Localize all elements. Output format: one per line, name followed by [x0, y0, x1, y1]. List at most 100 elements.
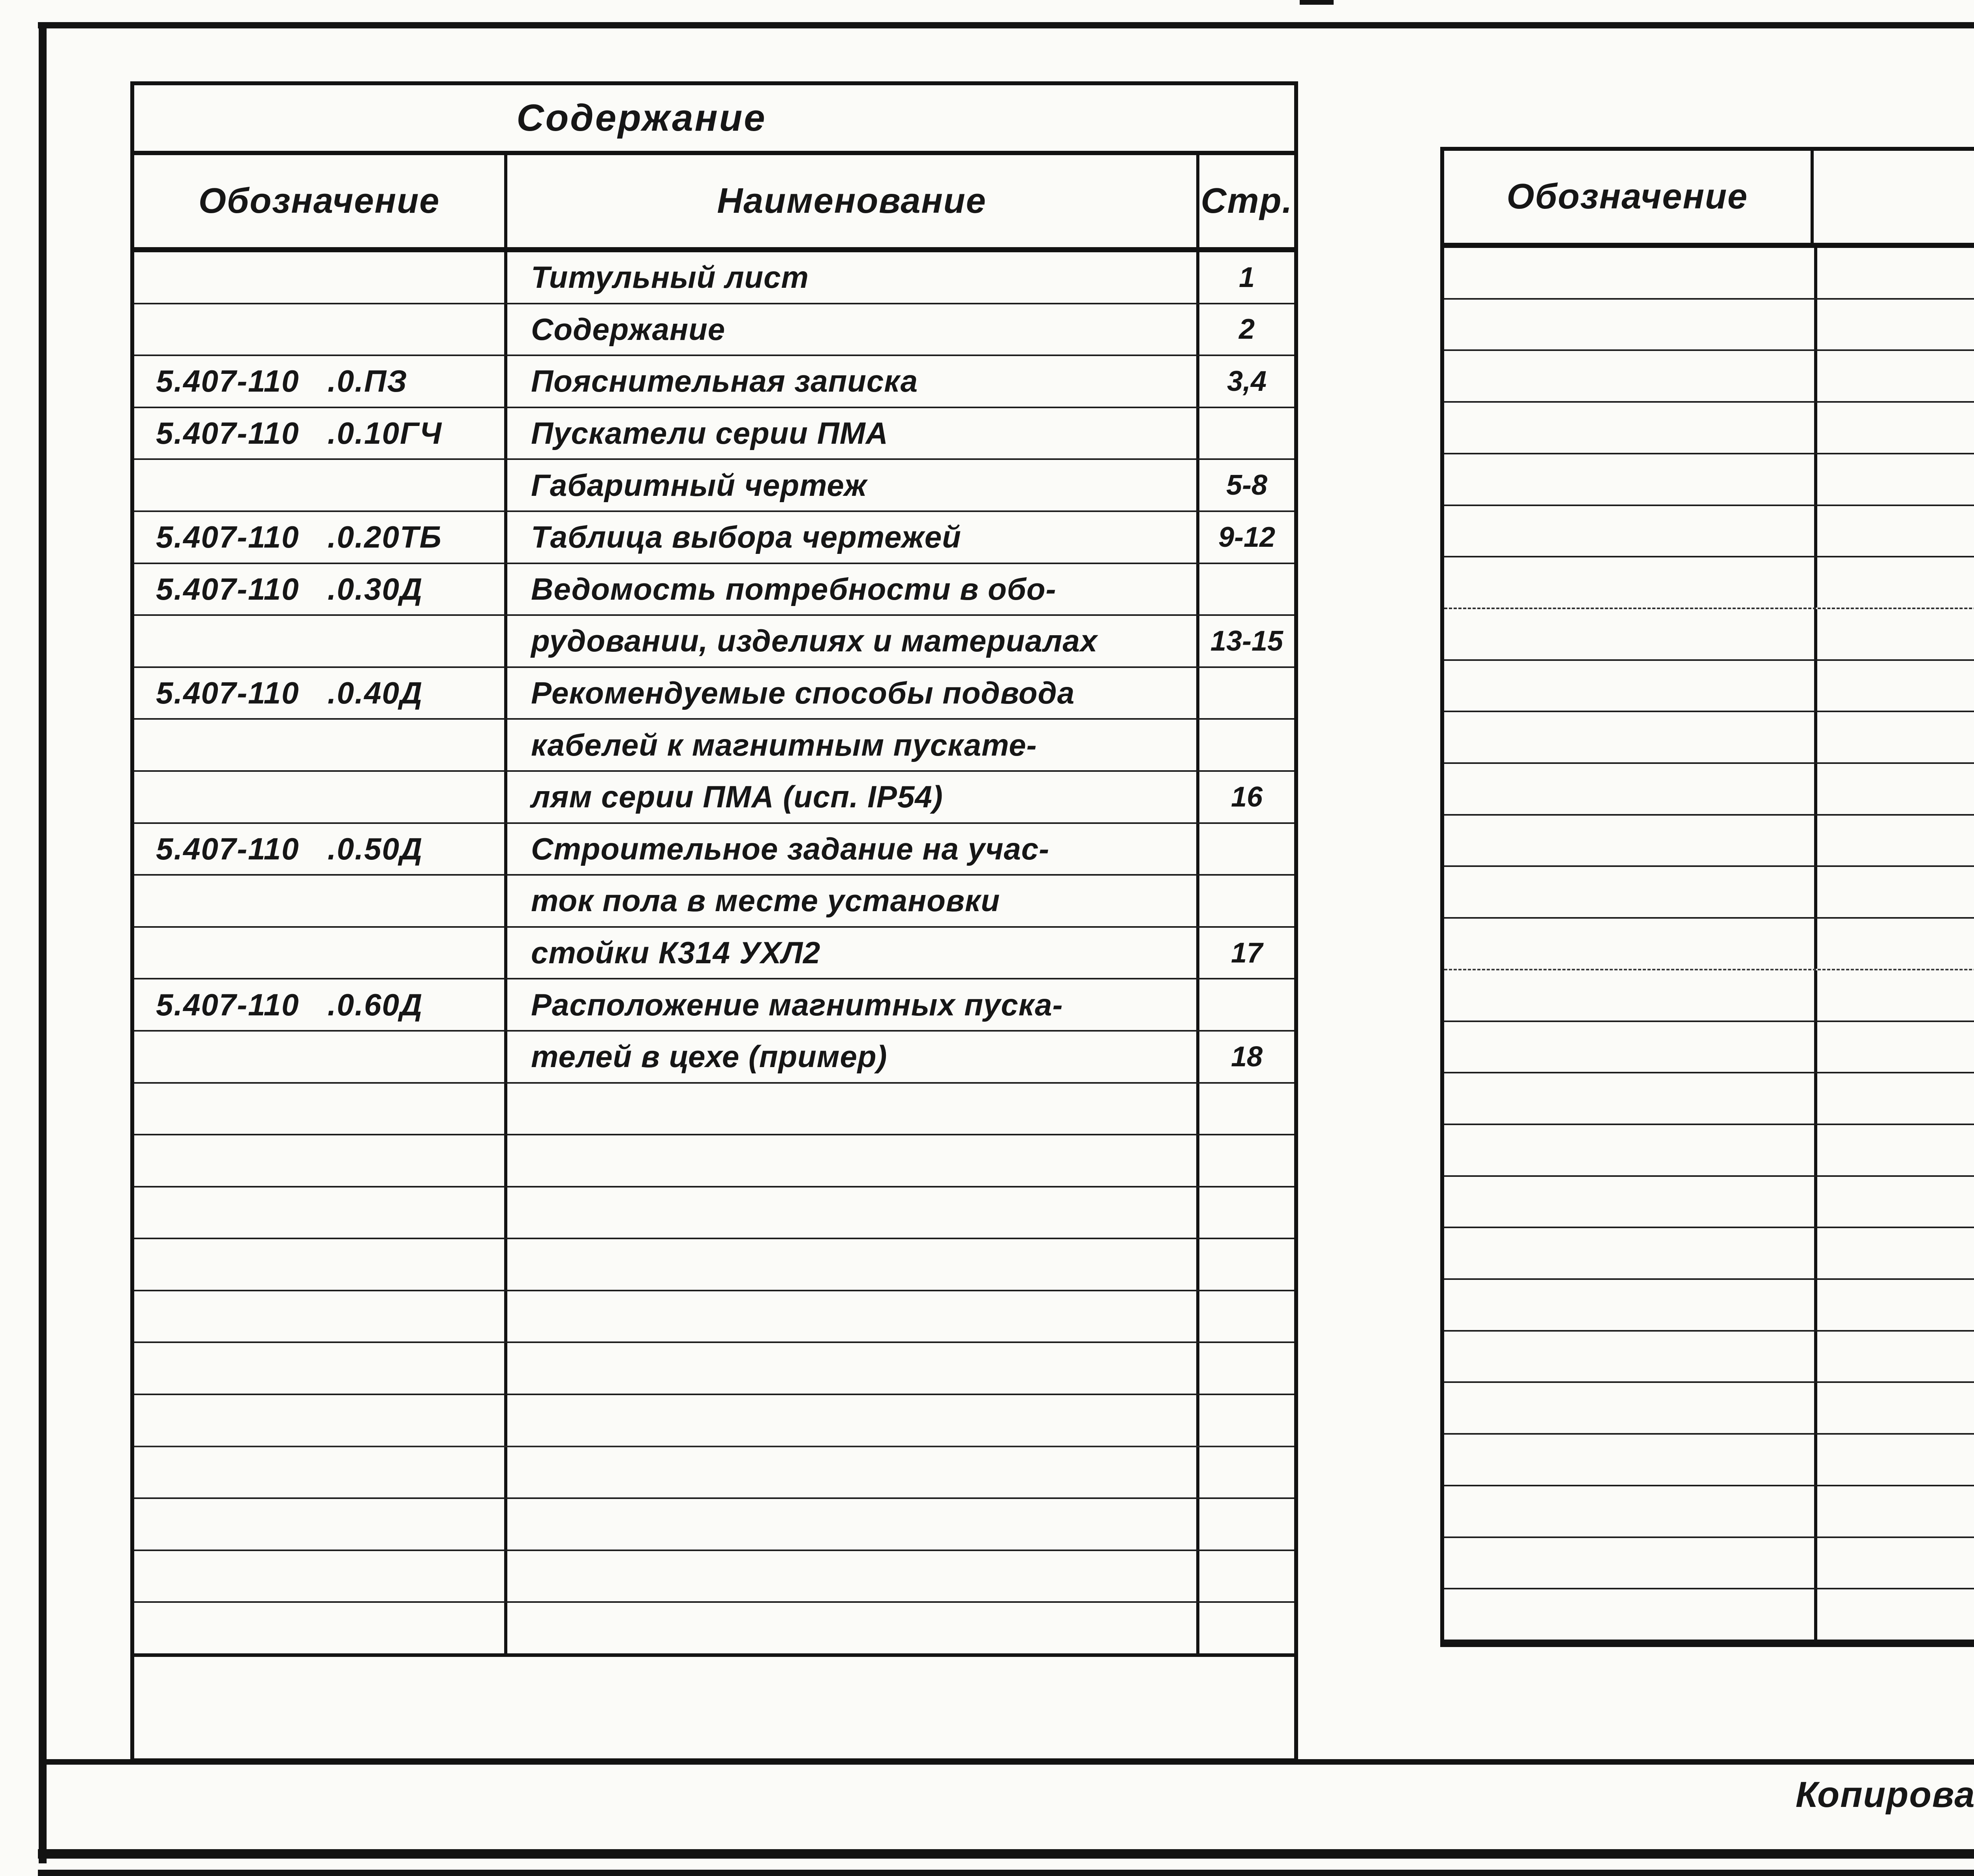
- table-cell: [1444, 1125, 1817, 1175]
- table-cell: [134, 460, 507, 510]
- table-cell: 5.407-110 .0.60Д: [134, 979, 507, 1030]
- table-cell: 5.407-110 .0.10ГЧ: [134, 408, 507, 459]
- table-row: 5.407-110 .0.10ГЧ Пускатели серии ПМА: [134, 408, 1294, 460]
- table-row: [1444, 351, 1974, 403]
- table-cell: рудовании, изделиях и материалах: [507, 616, 1199, 666]
- registration-mark: [1300, 0, 1334, 5]
- frame-top-border: [38, 22, 1974, 28]
- table-row: [1444, 919, 1974, 970]
- table-row: [1444, 1486, 1974, 1538]
- column-header-designation: Обозначение: [1444, 151, 1814, 243]
- table-cell: 2: [1238, 313, 1255, 345]
- table-cell: [134, 1603, 507, 1654]
- table-cell: Рекомендуемые способы подвода: [507, 668, 1199, 719]
- table-cell: [1199, 1395, 1294, 1446]
- table-cell: [1444, 248, 1817, 298]
- table-cell: [134, 720, 507, 770]
- table-row: стойки К314 УХЛ2 17: [134, 927, 1294, 980]
- table-cell: [1444, 1538, 1817, 1588]
- table-cell: [134, 876, 507, 926]
- table-cell: [1199, 1135, 1294, 1186]
- frame-left-border: [39, 22, 47, 1863]
- table-cell: телей в цехе (пример): [507, 1031, 1199, 1082]
- table-cell: [1817, 764, 1974, 814]
- contents-title: Содержание: [516, 97, 767, 139]
- table-cell: [507, 1603, 1199, 1654]
- table-cell: 18: [1231, 1041, 1263, 1073]
- table-cell: [134, 1187, 507, 1238]
- table-cell: [1199, 668, 1294, 719]
- table-cell: [1817, 403, 1974, 453]
- table-cell: [1199, 979, 1294, 1030]
- table-row: [134, 1551, 1294, 1603]
- table-cell: [1199, 720, 1294, 770]
- table-cell: [1817, 661, 1974, 711]
- table-cell: 5.407-110 .0.20ТБ: [134, 512, 507, 563]
- table-cell: [1444, 1073, 1817, 1124]
- table-cell: [1199, 1343, 1294, 1394]
- table-cell: [1444, 919, 1817, 969]
- table-cell: [1817, 1332, 1974, 1382]
- column-header-page: Стр.: [1201, 181, 1293, 221]
- table-cell: [1199, 824, 1294, 874]
- table-cell: [1444, 299, 1817, 350]
- table-cell: [507, 1135, 1199, 1186]
- table-cell: [134, 1447, 507, 1498]
- table-cell: [507, 1447, 1199, 1498]
- table-row: [1444, 609, 1974, 661]
- table-cell: [1444, 1280, 1817, 1330]
- table-cell: [134, 1031, 507, 1082]
- table-row: [1444, 557, 1974, 609]
- table-row: [134, 1083, 1294, 1136]
- table-cell: 1: [1238, 261, 1255, 293]
- table-row: [134, 1187, 1294, 1240]
- table-cell: [1444, 1435, 1817, 1485]
- table-cell: Содержание: [507, 304, 1199, 355]
- table-header-row: Обозначение Наименование Стр.: [134, 155, 1294, 252]
- table-cell: Пояснительная записка: [507, 356, 1199, 407]
- table-cell: [134, 927, 507, 978]
- table-row: [1444, 1538, 1974, 1590]
- table-row: Габаритный чертеж 5-8: [134, 460, 1294, 512]
- contents-title-row: Содержание: [134, 85, 1294, 155]
- table-cell: Расположение магнитных пуска-: [507, 979, 1199, 1030]
- table-cell: [1199, 1239, 1294, 1290]
- table-cell: [1817, 1177, 1974, 1227]
- column-header-name: Наименование: [507, 155, 1199, 247]
- contents-table: Содержание Обозначение Наименование Стр.…: [130, 81, 1298, 1762]
- table-cell: стойки К314 УХЛ2: [507, 927, 1199, 978]
- page-bottom-border: [38, 1849, 1974, 1859]
- table-cell: [507, 1499, 1199, 1550]
- table-row: [1444, 867, 1974, 919]
- table-row: 5.407-110 .0.ПЗ Пояснительная записка 3,4: [134, 356, 1294, 408]
- table-cell: [1199, 564, 1294, 615]
- table-cell: кабелей к магнитным пускате-: [507, 720, 1199, 770]
- table-row: [1444, 660, 1974, 713]
- table-cell: 5.407-110 .0.50Д: [134, 824, 507, 874]
- table-row: [1444, 1331, 1974, 1383]
- table-cell: [1199, 1499, 1294, 1550]
- table-cell: [1199, 1447, 1294, 1498]
- table-cell: [507, 1291, 1199, 1342]
- table-row: [134, 1135, 1294, 1188]
- table-cell: [1444, 970, 1817, 1021]
- table-cell: [507, 1187, 1199, 1238]
- table-cell: [1444, 764, 1817, 814]
- table-row: лям серии ПМА (исп. IP54) 16: [134, 771, 1294, 824]
- copied-label: Копировал: [1796, 1774, 1974, 1815]
- table-cell: Габаритный чертеж: [507, 460, 1199, 510]
- table-cell: Пускатели серии ПМА: [507, 408, 1199, 459]
- table-row: [134, 1447, 1294, 1499]
- table-cell: [1199, 1551, 1294, 1602]
- table-cell: [507, 1239, 1199, 1290]
- table-row: [134, 1603, 1294, 1657]
- table-cell: 5.407-110 .0.40Д: [134, 668, 507, 719]
- table-cell: [1444, 506, 1817, 556]
- table-row: [1444, 1125, 1974, 1177]
- table-cell: [1817, 919, 1974, 969]
- table-cell: Таблица выбора чертежей: [507, 512, 1199, 563]
- table-cell: [1817, 970, 1974, 1021]
- table-cell: [1444, 557, 1817, 608]
- table-cell: [1199, 1603, 1294, 1653]
